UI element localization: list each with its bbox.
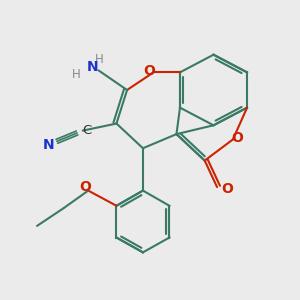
Text: H: H (71, 68, 80, 81)
Text: N: N (43, 138, 55, 152)
Text: O: O (80, 180, 91, 194)
Text: N: N (87, 60, 98, 74)
Text: C: C (82, 124, 91, 137)
Text: O: O (231, 130, 243, 145)
Text: O: O (143, 64, 155, 78)
Text: O: O (222, 182, 234, 196)
Text: H: H (94, 53, 103, 66)
